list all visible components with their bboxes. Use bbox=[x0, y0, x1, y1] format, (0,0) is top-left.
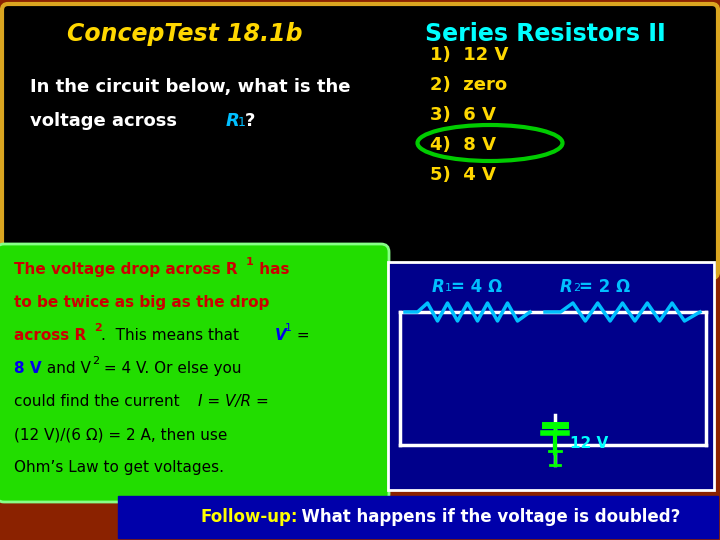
Text: .  This means that: . This means that bbox=[101, 328, 244, 343]
Text: R: R bbox=[226, 112, 240, 130]
Text: 2: 2 bbox=[92, 356, 99, 366]
Text: 5)  4 V: 5) 4 V bbox=[430, 166, 496, 184]
Text: I = V/R =: I = V/R = bbox=[198, 394, 269, 409]
Text: =: = bbox=[292, 328, 310, 343]
Text: Follow-up:: Follow-up: bbox=[200, 508, 297, 526]
Text: Ohm’s Law to get voltages.: Ohm’s Law to get voltages. bbox=[14, 460, 224, 475]
Text: In the circuit below, what is the: In the circuit below, what is the bbox=[30, 78, 351, 96]
Text: R: R bbox=[432, 278, 445, 296]
FancyBboxPatch shape bbox=[0, 244, 389, 502]
Text: 2: 2 bbox=[573, 283, 580, 293]
Text: 8 V: 8 V bbox=[14, 361, 42, 376]
Text: = 4 V. Or else you: = 4 V. Or else you bbox=[99, 361, 241, 376]
Text: 1: 1 bbox=[246, 257, 253, 267]
Text: 1: 1 bbox=[445, 283, 452, 293]
Text: What happens if the voltage is doubled?: What happens if the voltage is doubled? bbox=[290, 508, 680, 526]
Text: 2: 2 bbox=[94, 323, 102, 333]
Text: R: R bbox=[560, 278, 572, 296]
Text: Series Resistors II: Series Resistors II bbox=[425, 22, 665, 46]
Bar bbox=[118, 496, 718, 538]
Text: V: V bbox=[275, 328, 287, 343]
Text: 1)  12 V: 1) 12 V bbox=[430, 46, 508, 64]
Text: voltage across: voltage across bbox=[30, 112, 184, 130]
Text: 4)  8 V: 4) 8 V bbox=[430, 136, 496, 154]
Text: = 2 Ω: = 2 Ω bbox=[579, 278, 630, 296]
Text: = 4 Ω: = 4 Ω bbox=[451, 278, 503, 296]
Text: across R: across R bbox=[14, 328, 86, 343]
Text: The voltage drop across R: The voltage drop across R bbox=[14, 262, 238, 277]
Text: (12 V)/(6 Ω) = 2 A, then use: (12 V)/(6 Ω) = 2 A, then use bbox=[14, 427, 228, 442]
Text: to be twice as big as the drop: to be twice as big as the drop bbox=[14, 295, 269, 310]
Text: 1: 1 bbox=[238, 116, 246, 129]
Text: could find the current: could find the current bbox=[14, 394, 189, 409]
Text: 12 V: 12 V bbox=[570, 435, 608, 450]
Text: ?: ? bbox=[245, 112, 256, 130]
Text: and V: and V bbox=[42, 361, 91, 376]
Text: 1: 1 bbox=[285, 323, 292, 333]
Text: has: has bbox=[254, 262, 289, 277]
FancyBboxPatch shape bbox=[2, 4, 718, 278]
Bar bbox=[388, 262, 714, 490]
Text: ConcepTest 18.1b: ConcepTest 18.1b bbox=[67, 22, 302, 46]
Text: 2)  zero: 2) zero bbox=[430, 76, 507, 94]
Text: 3)  6 V: 3) 6 V bbox=[430, 106, 496, 124]
